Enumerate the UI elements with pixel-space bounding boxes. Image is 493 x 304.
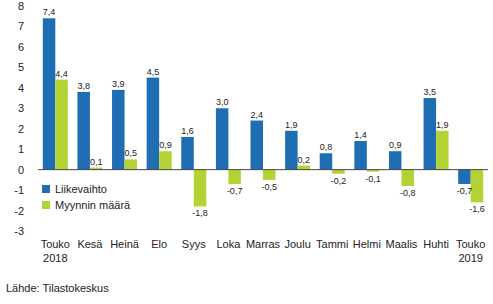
data-label: 1,9 [436, 120, 449, 130]
data-label: 3,5 [424, 87, 437, 97]
x-tick-label: Heinä [110, 238, 140, 250]
x-tick-line: Maalis [386, 238, 418, 250]
data-label: 4,4 [55, 69, 68, 79]
source: Lähde: Tilastokeskus [6, 282, 109, 294]
y-tick-label: -3 [14, 225, 24, 237]
bar [354, 141, 367, 170]
x-tick-label: Marras [246, 238, 281, 250]
bar [458, 170, 471, 184]
zero-line [38, 169, 488, 170]
bar [263, 170, 276, 180]
y-tick-label: 3 [18, 102, 24, 114]
x-tick-label: Kesä [77, 238, 103, 250]
bar [55, 80, 68, 170]
x-tick-label: Maalis [386, 238, 418, 250]
chart: -3 -2 -1 0 1 2 3 4 5 6 7 8 7,4 3,8 3,9 4,5 1,6 3,0 2,4 1,9 0… [0, 0, 493, 304]
y-tick-label: -2 [14, 205, 24, 217]
x-tick-label: Touko 2018 [41, 238, 70, 264]
x-tick-line: Syys [182, 238, 206, 250]
legend-swatch [42, 185, 50, 193]
x-tick-line: Heinä [110, 238, 140, 250]
x-tick-line: 2019 [458, 252, 482, 264]
x-tick-label: Tammi [316, 238, 348, 250]
bar [228, 170, 241, 184]
bar [77, 92, 90, 170]
x-tick-line: Kesä [77, 238, 103, 250]
data-label: 0,1 [90, 157, 103, 167]
data-label: -0,2 [331, 176, 347, 186]
bar [43, 18, 56, 169]
x-tick-line: Huhti [423, 238, 449, 250]
x-tick-line: Elo [151, 238, 167, 250]
y-tick-label: 0 [18, 164, 24, 176]
data-label: -0,1 [365, 174, 381, 184]
data-label: 1,9 [285, 120, 298, 130]
bar [332, 170, 345, 174]
x-tick-line: Touko [41, 238, 70, 250]
x-tick-label: Touko 2019 [456, 238, 485, 264]
bar [112, 90, 125, 170]
data-label: -0,7 [457, 186, 473, 196]
data-label: 3,9 [112, 79, 125, 89]
bar [125, 159, 137, 169]
y-tick-label: 2 [18, 123, 24, 135]
bar [216, 108, 229, 169]
bar [181, 137, 194, 170]
data-label: 1,6 [181, 126, 194, 136]
data-label: 3,0 [216, 97, 229, 107]
y-tick-label: 7 [18, 20, 24, 32]
x-tick-label: Syys [182, 238, 206, 250]
bar [389, 151, 402, 169]
bar [436, 131, 449, 170]
x-tick-line: Joulu [284, 238, 310, 250]
x-tick-line: 2018 [43, 252, 67, 264]
x-tick-label: Huhti [423, 238, 449, 250]
data-label: 0,5 [125, 148, 138, 158]
x-tick-label: Elo [151, 238, 167, 250]
y-tick-label: 8 [18, 0, 24, 12]
data-label: 3,8 [77, 81, 90, 91]
data-label: 7,4 [43, 7, 56, 17]
data-label: 4,5 [147, 67, 160, 77]
y-tick-label: 5 [18, 61, 24, 73]
legend: Liikevaihto Myynnin määrä [42, 183, 131, 211]
y-tick-label: 1 [18, 143, 24, 155]
bar [471, 170, 484, 203]
data-label: -0,8 [400, 188, 416, 198]
bar [194, 170, 207, 207]
data-label: 2,4 [250, 110, 263, 120]
data-label: -1,8 [192, 208, 208, 218]
data-label: -1,6 [469, 204, 485, 214]
x-tick-line: Loka [216, 238, 241, 250]
data-label: 0,9 [389, 140, 402, 150]
y-tick-label: 4 [18, 82, 24, 94]
x-tick-label: Joulu [284, 238, 310, 250]
bar [159, 151, 172, 169]
legend-swatch [42, 201, 50, 209]
bar [401, 170, 414, 186]
bars [43, 18, 483, 206]
data-label: 0,2 [298, 155, 311, 165]
legend-label: Myynnin määrä [55, 199, 131, 211]
bar [285, 131, 298, 170]
data-label: 0,8 [320, 142, 333, 152]
bar [298, 166, 311, 170]
x-tick-line: Helmi [353, 238, 381, 250]
bar [320, 153, 333, 169]
bar [251, 121, 264, 170]
x-tick-label: Loka [216, 238, 241, 250]
data-label: -0,5 [261, 182, 277, 192]
data-label: 1,4 [354, 130, 367, 140]
data-label: -0,7 [227, 186, 243, 196]
bar [147, 78, 160, 170]
x-tick-label: Helmi [353, 238, 381, 250]
x-tick-line: Touko [456, 238, 485, 250]
x-tick-line: Marras [246, 238, 281, 250]
bar [424, 98, 437, 170]
y-tick-label: -1 [14, 184, 24, 196]
legend-label: Liikevaihto [55, 183, 107, 195]
x-tick-line: Tammi [316, 238, 348, 250]
y-tick-label: 6 [18, 41, 24, 53]
data-label: 0,9 [159, 140, 172, 150]
